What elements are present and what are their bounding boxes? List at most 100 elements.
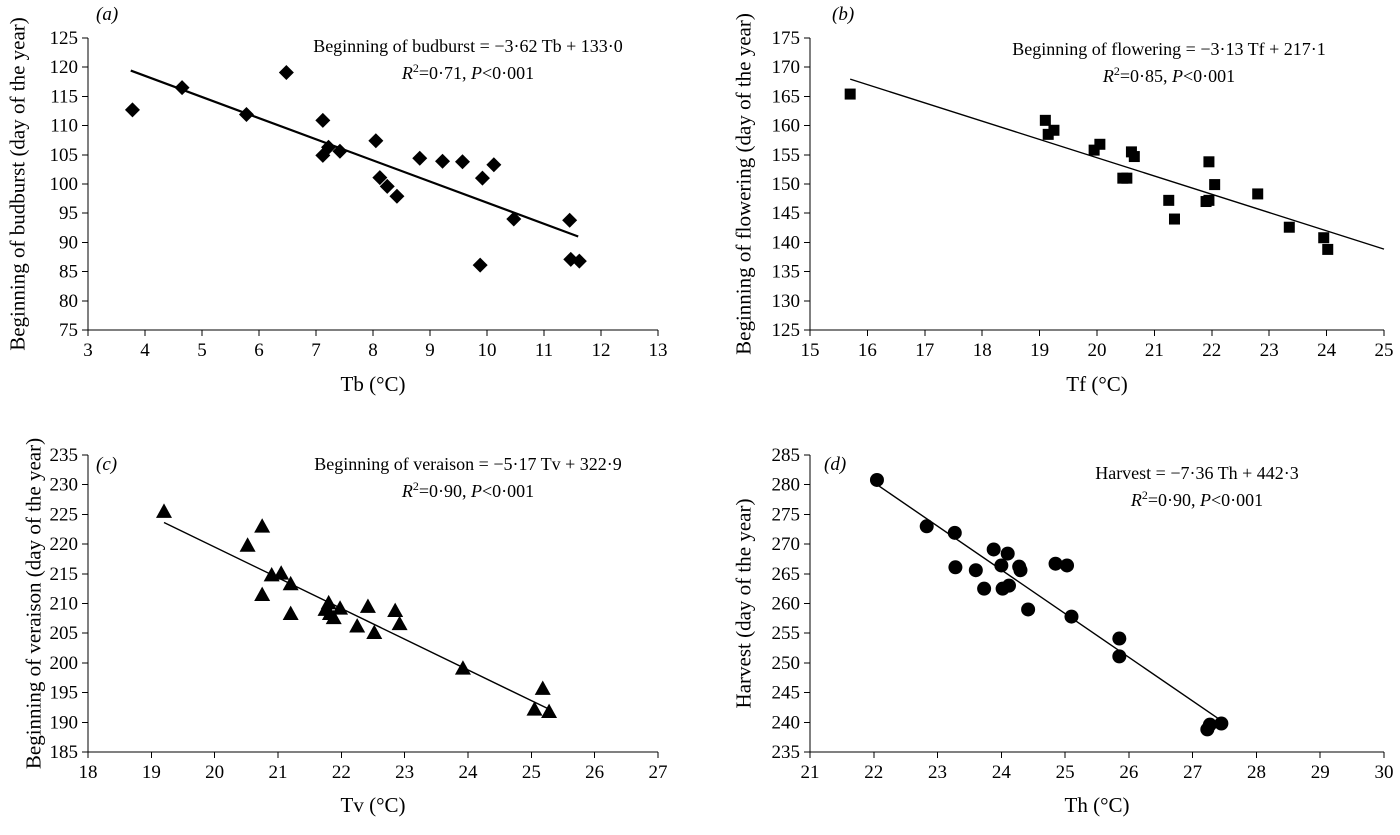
x-tick-label: 29 (1311, 762, 1330, 783)
regression-statistics: R2=0·71, P<0·001 (401, 61, 534, 83)
x-tick-label: 5 (197, 340, 207, 361)
y-tick-label: 75 (59, 320, 78, 341)
x-tick-label: 6 (254, 340, 264, 361)
x-axis-title: Th (°C) (1065, 793, 1130, 817)
y-tick-label: 90 (59, 232, 78, 253)
y-tick-label: 235 (50, 445, 79, 466)
data-point (1039, 114, 1051, 126)
y-axis-title: Beginning of budburst (day of the year) (5, 17, 29, 351)
y-tick-label: 135 (772, 262, 801, 283)
y-tick-label: 235 (772, 742, 801, 763)
data-point (359, 598, 376, 613)
data-point (454, 660, 471, 675)
x-tick-label: 26 (1119, 762, 1138, 783)
data-point (282, 605, 299, 620)
y-tick-label: 190 (50, 712, 79, 733)
data-point (1121, 172, 1133, 184)
data-point (1203, 156, 1215, 168)
y-tick-label: 275 (772, 504, 801, 525)
data-point (391, 615, 408, 631)
x-tick-label: 22 (864, 762, 883, 783)
x-tick-label: 24 (1317, 340, 1337, 361)
y-tick-label: 215 (50, 564, 79, 585)
x-tick-label: 13 (649, 340, 668, 361)
data-point (1163, 194, 1175, 206)
data-point (174, 80, 190, 96)
data-point (254, 518, 271, 533)
data-point (325, 609, 342, 625)
data-point (1013, 563, 1028, 578)
trend-line (130, 69, 579, 238)
x-tick-label: 10 (478, 340, 497, 361)
data-point (1001, 578, 1016, 593)
x-tick-label: 16 (858, 340, 877, 361)
y-tick-label: 265 (772, 564, 801, 585)
data-point (1112, 631, 1127, 646)
y-tick-label: 220 (50, 534, 79, 555)
x-tick-label: 22 (332, 762, 351, 783)
data-point (349, 618, 366, 633)
y-tick-label: 150 (772, 174, 801, 195)
chart-panel-d: 21 22 23 24 25 26 27 28 29 30 235 240 245 250 255 260 26… (731, 445, 1393, 817)
data-point (389, 188, 405, 204)
data-point (435, 153, 451, 169)
regression-equation: Beginning of flowering = −3·13 Tf + 217·… (1012, 39, 1326, 59)
trend-line (849, 78, 1385, 250)
y-tick-label: 195 (50, 683, 79, 704)
x-tick-label: 23 (1260, 340, 1279, 361)
data-point (156, 503, 172, 518)
y-tick-label: 175 (772, 28, 801, 49)
data-point (994, 558, 1009, 573)
x-tick-label: 21 (801, 762, 820, 783)
data-point (986, 542, 1001, 557)
data-point (124, 102, 140, 118)
data-point (412, 150, 428, 166)
data-point (977, 581, 992, 596)
data-point (315, 112, 331, 128)
data-point (1128, 151, 1140, 163)
x-tick-label: 17 (915, 340, 934, 361)
y-tick-label: 120 (50, 57, 79, 78)
y-tick-label: 130 (772, 291, 801, 312)
data-point (1283, 221, 1295, 233)
regression-equation: Beginning of veraison = −5·17 Tv + 322·9 (314, 454, 622, 474)
x-tick-label: 21 (1145, 340, 1164, 361)
data-point (968, 563, 983, 578)
y-tick-label: 115 (50, 86, 78, 107)
y-tick-label: 85 (59, 262, 78, 283)
x-tick-label: 18 (79, 762, 98, 783)
data-point (1094, 138, 1106, 150)
y-tick-label: 105 (50, 145, 79, 166)
data-point (332, 600, 349, 615)
data-point (1214, 716, 1229, 731)
y-tick-label: 140 (772, 232, 801, 253)
y-tick-label: 170 (772, 57, 801, 78)
panel-label: (c) (96, 454, 117, 475)
data-point (472, 257, 488, 273)
panel-label: (d) (824, 454, 846, 475)
data-point (1000, 546, 1015, 561)
y-tick-label: 100 (50, 174, 79, 195)
x-tick-label: 4 (140, 340, 150, 361)
data-point (238, 107, 254, 123)
data-point (366, 624, 383, 640)
x-tick-label: 22 (1202, 340, 1221, 361)
y-tick-label: 210 (50, 594, 79, 615)
x-axis-title: Tb (°C) (341, 372, 406, 396)
y-tick-label: 260 (772, 594, 801, 615)
data-point (321, 139, 337, 155)
y-tick-label: 250 (772, 653, 801, 674)
data-point (844, 88, 856, 100)
data-point (1322, 243, 1334, 255)
data-point (239, 537, 256, 552)
data-point (1168, 213, 1180, 225)
data-point (534, 680, 551, 695)
data-point (273, 565, 290, 580)
data-point (1203, 194, 1215, 206)
data-point (379, 178, 395, 194)
data-point (919, 519, 934, 534)
data-point (1060, 558, 1075, 573)
y-tick-label: 185 (50, 742, 79, 763)
x-tick-label: 3 (83, 340, 93, 361)
